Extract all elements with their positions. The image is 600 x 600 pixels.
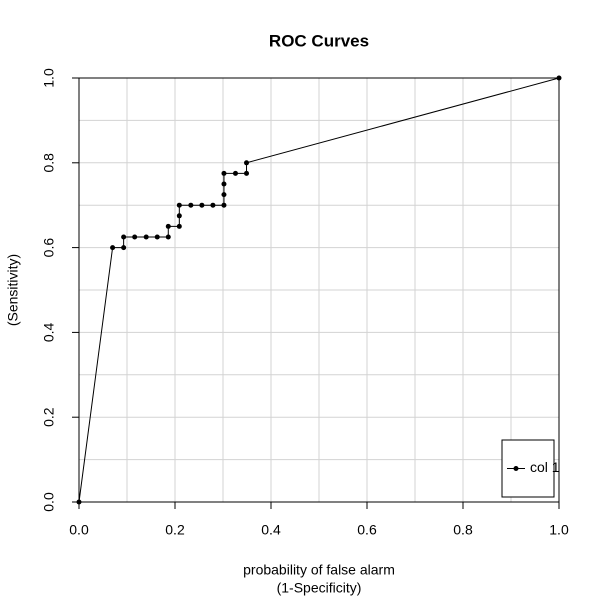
roc-point	[176, 223, 182, 229]
roc-point	[76, 499, 82, 505]
x-axis-label: (1-Specificity)	[277, 580, 362, 596]
roc-point	[221, 170, 227, 176]
roc-point	[132, 234, 138, 240]
roc-point	[244, 160, 250, 166]
roc-point	[143, 234, 149, 240]
roc-point	[121, 234, 127, 240]
chart-title: ROC Curves	[269, 31, 369, 50]
x-tick-label: 0.0	[69, 522, 89, 538]
x-tick-label: 1.0	[549, 522, 569, 538]
y-axis-label: (Sensitivity)	[5, 254, 21, 326]
plot-frame	[78, 77, 560, 503]
roc-point	[199, 202, 205, 208]
roc-point	[221, 192, 227, 198]
roc-point	[244, 170, 250, 176]
x-tick-label: 0.6	[357, 522, 377, 538]
y-tick-label: 0.2	[41, 407, 57, 427]
roc-point	[121, 245, 127, 251]
roc-point	[165, 223, 171, 229]
y-tick-label: 0.0	[41, 492, 57, 512]
y-tick-label: 0.4	[41, 322, 57, 342]
roc-point	[110, 245, 116, 251]
x-axis-label: probability of false alarm	[243, 562, 395, 578]
roc-point	[232, 170, 238, 176]
y-tick-label: 0.6	[41, 238, 57, 258]
roc-point	[154, 234, 160, 240]
roc-point	[556, 75, 562, 81]
y-tick-label: 1.0	[41, 68, 57, 88]
roc-point	[165, 234, 171, 240]
x-tick-label: 0.8	[453, 522, 473, 538]
y-tick-label: 0.8	[41, 153, 57, 173]
x-tick-label: 0.4	[261, 522, 281, 538]
roc-point	[176, 202, 182, 208]
roc-point	[176, 213, 182, 219]
x-tick-label: 0.2	[165, 522, 185, 538]
roc-point	[188, 202, 194, 208]
legend-label: col 1	[530, 459, 560, 475]
roc-point	[221, 181, 227, 187]
legend-marker	[513, 466, 519, 471]
roc-point	[221, 202, 227, 208]
roc-point	[210, 202, 216, 208]
